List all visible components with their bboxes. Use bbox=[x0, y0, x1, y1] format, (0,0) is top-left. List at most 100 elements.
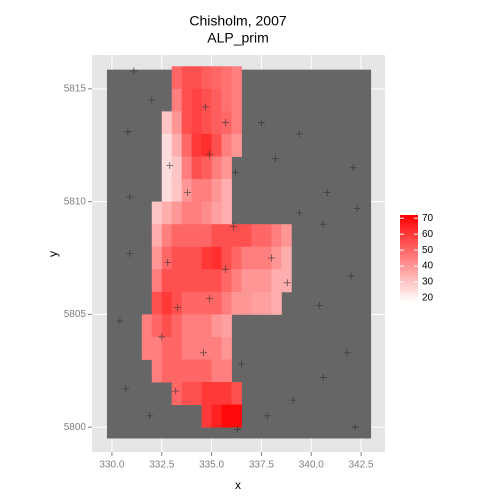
station-point bbox=[232, 168, 240, 176]
x-tick-label: 342.5 bbox=[349, 460, 374, 471]
heat-cell bbox=[191, 314, 203, 338]
station-point bbox=[351, 423, 359, 431]
heat-cell bbox=[241, 224, 252, 248]
heat-cell bbox=[181, 179, 193, 203]
station-point bbox=[122, 385, 130, 393]
station-point bbox=[234, 425, 242, 433]
heat-cell bbox=[281, 246, 292, 270]
heat-cell bbox=[251, 269, 262, 293]
heat-cell bbox=[171, 382, 183, 406]
heat-cell bbox=[221, 156, 232, 180]
station-point bbox=[323, 189, 331, 197]
plot-layer bbox=[92, 55, 385, 452]
heat-cell bbox=[271, 269, 282, 293]
heat-cell bbox=[161, 314, 173, 338]
heat-cell bbox=[191, 133, 203, 157]
heat-cell bbox=[271, 246, 282, 270]
heat-cell bbox=[201, 201, 212, 225]
heat-cell bbox=[211, 201, 222, 225]
heat-cell bbox=[201, 156, 212, 180]
station-point bbox=[347, 272, 355, 280]
station-point bbox=[166, 162, 174, 170]
heat-cell bbox=[161, 269, 173, 293]
heat-cell bbox=[171, 359, 183, 383]
heat-cell bbox=[191, 111, 203, 135]
heat-cell bbox=[221, 88, 232, 112]
heat-cell bbox=[231, 224, 242, 248]
heat-cell bbox=[221, 404, 232, 428]
heat-cell bbox=[201, 246, 212, 270]
station-point bbox=[257, 119, 265, 127]
heat-cell bbox=[191, 224, 203, 248]
heat-cell bbox=[141, 314, 153, 338]
heat-cell bbox=[191, 88, 203, 112]
heat-cell bbox=[171, 133, 183, 157]
heat-cell bbox=[201, 66, 212, 90]
station-point bbox=[283, 279, 291, 287]
heat-cell bbox=[271, 224, 282, 248]
heat-cell bbox=[201, 269, 212, 293]
heat-cell bbox=[211, 66, 222, 90]
station-point bbox=[263, 412, 271, 420]
station-point bbox=[349, 164, 357, 172]
station-point bbox=[126, 193, 134, 201]
heat-cell bbox=[181, 133, 193, 157]
heat-cell bbox=[161, 224, 173, 248]
heat-cell bbox=[171, 66, 183, 90]
station-point bbox=[206, 295, 214, 303]
heat-cell bbox=[151, 314, 163, 338]
station-point bbox=[200, 349, 208, 357]
heat-cell bbox=[241, 291, 252, 315]
heat-cell bbox=[171, 179, 183, 203]
heat-cell bbox=[161, 336, 173, 360]
station-point bbox=[271, 155, 279, 163]
heat-cell bbox=[251, 246, 262, 270]
station-point bbox=[222, 119, 230, 127]
heat-cell bbox=[181, 111, 193, 135]
heat-cell bbox=[171, 314, 183, 338]
heat-cell bbox=[211, 382, 222, 406]
heat-cell bbox=[201, 179, 212, 203]
colorbar-label: 50 bbox=[422, 245, 434, 256]
station-point bbox=[295, 209, 303, 217]
station-point bbox=[315, 301, 323, 309]
heat-cell bbox=[221, 246, 232, 270]
heat-cell bbox=[181, 66, 193, 90]
heat-cell bbox=[211, 224, 222, 248]
station-point bbox=[130, 67, 138, 75]
heat-cell bbox=[181, 246, 193, 270]
station-point bbox=[172, 387, 180, 395]
station-point bbox=[230, 222, 238, 230]
heat-cell bbox=[201, 291, 212, 315]
heat-cell bbox=[181, 201, 193, 225]
heat-cell bbox=[251, 224, 262, 248]
heat-cell bbox=[151, 336, 163, 360]
heat-cell bbox=[181, 269, 193, 293]
heat-cell bbox=[201, 111, 212, 135]
heat-cell bbox=[241, 246, 252, 270]
x-tick-label: 330.0 bbox=[99, 460, 124, 471]
heat-cell bbox=[231, 133, 242, 157]
chart-title: Chisholm, 2007 bbox=[189, 13, 286, 29]
station-point bbox=[319, 220, 327, 228]
heat-cell bbox=[191, 269, 203, 293]
y-tick-label: 5800 bbox=[64, 422, 87, 433]
heat-cell bbox=[221, 359, 232, 383]
station-point bbox=[158, 333, 166, 341]
heat-cell bbox=[191, 336, 203, 360]
station-point bbox=[237, 360, 245, 368]
heat-cell bbox=[201, 314, 212, 338]
heat-cell bbox=[181, 224, 193, 248]
heat-cell bbox=[151, 201, 163, 225]
station-point bbox=[222, 265, 230, 273]
heat-cell bbox=[181, 382, 193, 406]
y-tick-label: 5810 bbox=[64, 196, 87, 207]
heat-cell bbox=[211, 336, 222, 360]
heat-cell bbox=[151, 246, 163, 270]
x-tick-label: 340.0 bbox=[299, 460, 324, 471]
heat-cell bbox=[231, 404, 242, 428]
heat-cell bbox=[241, 269, 252, 293]
station-point bbox=[148, 96, 156, 104]
heat-cell bbox=[181, 359, 193, 383]
